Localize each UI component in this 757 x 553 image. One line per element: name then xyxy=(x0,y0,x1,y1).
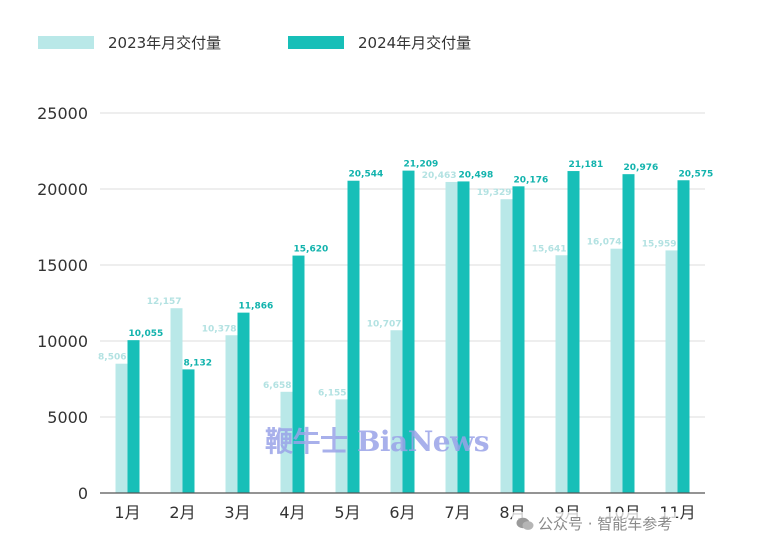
data-labels: 8,506 10,055 12,157 8,132 10,378 11,866 6,658 1… xyxy=(98,160,713,399)
data-label-2023: 16,074 xyxy=(587,238,622,248)
data-label-2023: 15,959 xyxy=(642,239,677,249)
bar-2024 xyxy=(567,171,580,493)
bar-2023 xyxy=(280,391,293,493)
legend-swatch-2024 xyxy=(288,35,344,49)
data-label-2023: 8,506 xyxy=(98,353,126,363)
data-label-2024: 21,209 xyxy=(404,160,439,170)
data-label-2023: 15,641 xyxy=(532,244,567,254)
bar-2023 xyxy=(115,363,128,493)
y-tick-label: 10000 xyxy=(37,332,88,351)
bar-2023 xyxy=(225,335,238,493)
data-label-2023: 10,378 xyxy=(202,324,237,334)
watermark-bianews: 鞭牛士 BiaNews xyxy=(265,425,489,458)
x-tick-label: 4月 xyxy=(279,503,305,522)
legend-label-2024: 2024年月交付量 xyxy=(358,33,472,52)
data-label-2024: 20,176 xyxy=(514,175,549,185)
bar-2024 xyxy=(457,181,470,493)
data-label-2023: 20,463 xyxy=(422,171,457,181)
x-tick-label: 7月 xyxy=(444,503,470,522)
data-label-2024: 15,620 xyxy=(294,245,329,255)
y-tick-label: 0 xyxy=(78,484,88,503)
bar-2024 xyxy=(347,180,360,493)
legend-label-2023: 2023年月交付量 xyxy=(108,33,222,52)
legend-item-2023: 2023年月交付量 xyxy=(38,30,221,54)
bar-2023 xyxy=(335,399,348,493)
wechat-icon xyxy=(516,517,534,530)
y-tick-label: 5000 xyxy=(47,408,88,427)
data-label-2023: 6,658 xyxy=(263,381,291,391)
x-tick-label: 6月 xyxy=(389,503,415,522)
bar-2024 xyxy=(237,312,250,493)
x-tick-label: 2月 xyxy=(169,503,195,522)
y-tick-label: 25000 xyxy=(37,104,88,123)
data-label-2024: 10,055 xyxy=(129,329,164,339)
y-axis-ticks: 0 5000 10000 15000 20000 25000 xyxy=(37,104,88,503)
bar-2023 xyxy=(665,250,678,493)
bar-2024 xyxy=(622,174,635,493)
legend-item-2024: 2024年月交付量 xyxy=(288,30,471,54)
data-label-2024: 21,181 xyxy=(569,160,604,170)
data-label-2024: 8,132 xyxy=(184,358,212,368)
legend-swatch-2023 xyxy=(38,35,94,49)
y-tick-label: 15000 xyxy=(37,256,88,275)
bar-2024 xyxy=(127,340,140,493)
bar-2023 xyxy=(445,181,458,493)
data-label-2023: 12,157 xyxy=(147,297,182,307)
data-label-2023: 19,329 xyxy=(477,188,512,198)
bar-2023 xyxy=(390,330,403,493)
bars xyxy=(115,170,690,493)
bar-2023 xyxy=(555,255,568,493)
data-label-2024: 20,976 xyxy=(624,163,659,173)
bar-2024 xyxy=(182,369,195,493)
data-label-2024: 11,866 xyxy=(239,302,274,312)
x-tick-label: 5月 xyxy=(334,503,360,522)
y-tick-label: 20000 xyxy=(37,180,88,199)
bar-2024 xyxy=(677,180,690,493)
x-tick-label: 3月 xyxy=(224,503,250,522)
data-label-2023: 6,155 xyxy=(318,388,346,398)
bar-2023 xyxy=(500,199,513,493)
bar-2024 xyxy=(402,170,415,493)
bar-2023 xyxy=(170,308,183,493)
bar-2024 xyxy=(512,186,525,493)
data-label-2023: 10,707 xyxy=(367,319,402,329)
data-label-2024: 20,498 xyxy=(459,170,494,180)
watermark-source: 公众号 · 智能车参考 xyxy=(512,512,677,535)
data-label-2024: 20,575 xyxy=(679,169,714,179)
bar-2024 xyxy=(292,255,305,493)
x-tick-label: 1月 xyxy=(114,503,140,522)
bar-2023 xyxy=(610,248,623,493)
data-label-2024: 20,544 xyxy=(349,170,384,180)
watermark-source-text: 公众号 · 智能车参考 xyxy=(538,515,673,533)
